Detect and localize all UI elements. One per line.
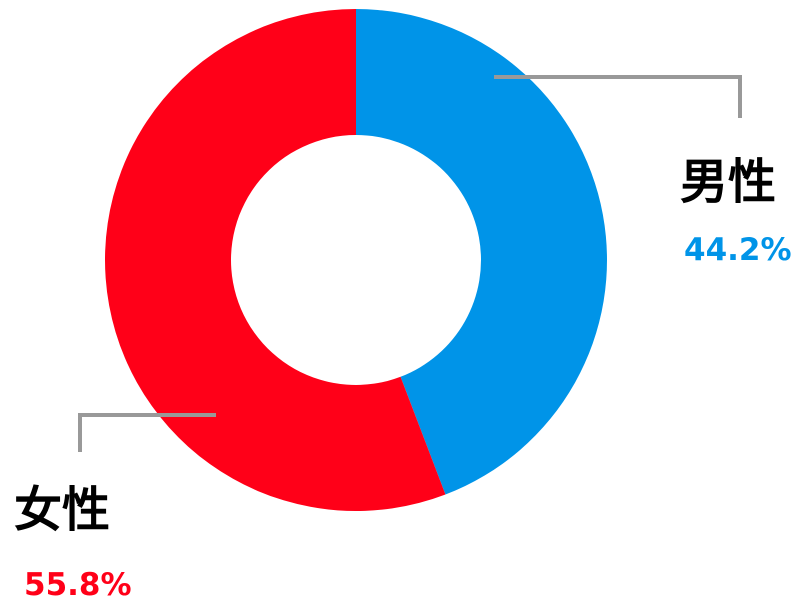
slice-label-male: 男性: [680, 154, 777, 210]
slices-group: [105, 9, 608, 511]
leader-line-female: [78, 413, 216, 452]
slice-value-female: 55.8%: [24, 567, 132, 602]
slice-label-female: 女性: [14, 482, 111, 538]
leader-line-male: [494, 75, 742, 118]
slice-female: [105, 9, 446, 511]
slice-value-male: 44.2%: [684, 232, 792, 268]
slice-male: [356, 9, 608, 495]
